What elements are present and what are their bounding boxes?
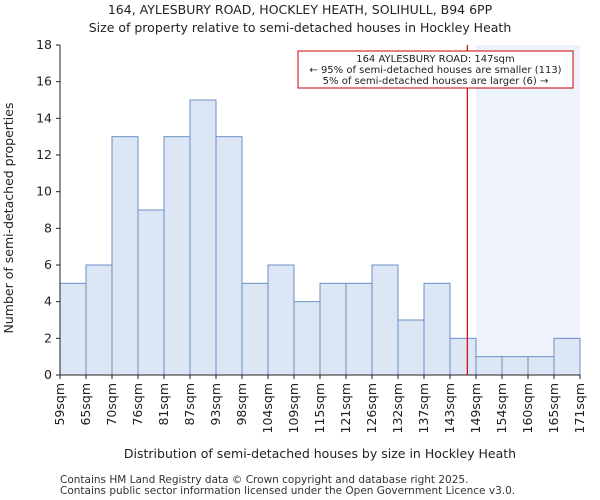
x-tick-label-81sqm: 81sqm bbox=[156, 383, 171, 426]
annotation-line-1: 164 AYLESBURY ROAD: 147sqm bbox=[356, 54, 515, 65]
y-tick-label-14: 14 bbox=[36, 110, 52, 125]
bar-115sqm bbox=[319, 282, 347, 376]
bar-126sqm bbox=[371, 264, 399, 376]
y-tick-label-16: 16 bbox=[36, 74, 52, 89]
bar-154sqm bbox=[501, 356, 529, 376]
bar-132sqm bbox=[397, 319, 425, 376]
x-tick-label-132sqm: 132sqm bbox=[390, 383, 405, 433]
bar-76sqm bbox=[137, 209, 165, 376]
y-tick-label-6: 6 bbox=[44, 257, 52, 272]
bar-65sqm bbox=[85, 264, 113, 376]
bar-121sqm bbox=[345, 282, 373, 376]
x-tick-label-59sqm: 59sqm bbox=[52, 383, 67, 426]
y-tick-label-4: 4 bbox=[44, 294, 52, 309]
x-tick-label-109sqm: 109sqm bbox=[286, 383, 301, 433]
bar-59sqm bbox=[59, 282, 87, 376]
footer-attribution-1: Contains HM Land Registry data © Crown c… bbox=[60, 474, 469, 486]
y-tick-label-12: 12 bbox=[36, 147, 52, 162]
x-tick-label-149sqm: 149sqm bbox=[468, 383, 483, 433]
x-tick-label-137sqm: 137sqm bbox=[416, 383, 431, 433]
y-tick-label-0: 0 bbox=[44, 367, 52, 382]
x-tick-label-115sqm: 115sqm bbox=[312, 383, 327, 433]
annotation-line-2: ← 95% of semi-detached houses are smalle… bbox=[309, 65, 561, 76]
annotation-box bbox=[297, 50, 574, 89]
x-tick-label-65sqm: 65sqm bbox=[78, 383, 93, 426]
x-tick-label-93sqm: 93sqm bbox=[208, 383, 223, 426]
bar-160sqm bbox=[527, 356, 555, 376]
bar-93sqm bbox=[215, 136, 243, 376]
y-tick-label-2: 2 bbox=[44, 330, 52, 345]
bar-137sqm bbox=[423, 282, 451, 376]
chart-title-line1: 164, AYLESBURY ROAD, HOCKLEY HEATH, SOLI… bbox=[107, 2, 493, 17]
x-tick-label-171sqm: 171sqm bbox=[572, 383, 587, 433]
x-axis-label: Distribution of semi-detached houses by … bbox=[124, 446, 516, 461]
x-tick-label-121sqm: 121sqm bbox=[338, 383, 353, 433]
x-tick-label-154sqm: 154sqm bbox=[494, 383, 509, 433]
footer-attribution-2: Contains public sector information licen… bbox=[60, 485, 516, 497]
bar-104sqm bbox=[267, 264, 295, 376]
annotation-line-3: 5% of semi-detached houses are larger (6… bbox=[323, 76, 549, 87]
x-tick-label-98sqm: 98sqm bbox=[234, 383, 249, 426]
bar-81sqm bbox=[163, 136, 191, 376]
x-tick-label-165sqm: 165sqm bbox=[546, 383, 561, 433]
bar-143sqm bbox=[449, 337, 477, 376]
x-tick-label-87sqm: 87sqm bbox=[182, 383, 197, 426]
x-tick-label-160sqm: 160sqm bbox=[520, 383, 535, 433]
bar-87sqm bbox=[189, 99, 217, 376]
bar-165sqm bbox=[553, 337, 581, 376]
x-tick-label-70sqm: 70sqm bbox=[104, 383, 119, 426]
y-tick-label-8: 8 bbox=[44, 220, 52, 235]
y-tick-label-18: 18 bbox=[36, 37, 52, 52]
x-tick-label-76sqm: 76sqm bbox=[130, 383, 145, 426]
larger-properties-region bbox=[476, 45, 580, 375]
y-tick-label-10: 10 bbox=[36, 184, 52, 199]
x-tick-label-126sqm: 126sqm bbox=[364, 383, 379, 433]
y-axis-label: Number of semi-detached properties bbox=[1, 103, 16, 334]
chart-subtitle: Size of property relative to semi-detach… bbox=[88, 20, 512, 35]
bar-109sqm bbox=[293, 301, 321, 376]
x-tick-label-104sqm: 104sqm bbox=[260, 383, 275, 433]
x-tick-label-143sqm: 143sqm bbox=[442, 383, 457, 433]
bar-149sqm bbox=[475, 356, 503, 376]
bar-70sqm bbox=[111, 136, 139, 376]
bar-98sqm bbox=[241, 282, 269, 376]
